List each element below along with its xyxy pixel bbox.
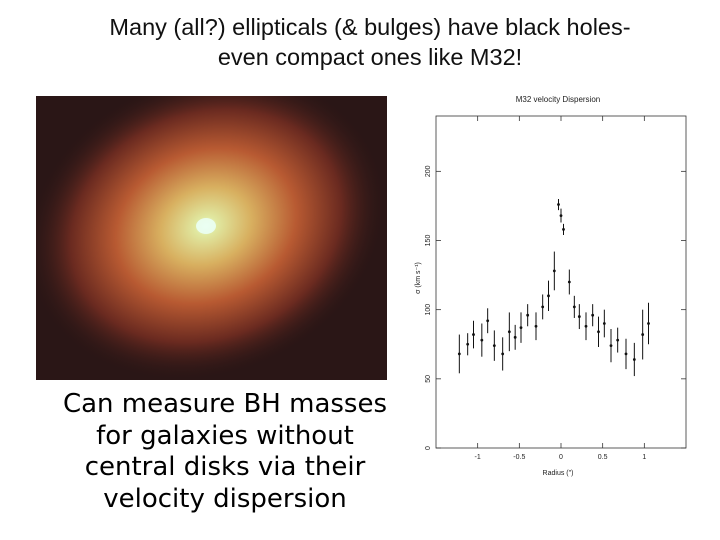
data-marker: [507, 330, 511, 334]
data-marker: [513, 335, 517, 339]
plot-frame: [435, 115, 687, 449]
data-point: [507, 312, 511, 352]
data-marker: [597, 330, 600, 334]
galaxy-svg: [36, 96, 387, 380]
data-point: [557, 199, 560, 211]
galaxy-image: [36, 96, 387, 380]
y-tick-label: 150: [425, 235, 432, 247]
data-point: [641, 309, 645, 360]
data-marker: [602, 322, 606, 325]
data-point: [526, 304, 530, 327]
x-axis-label: Radius ("): [543, 470, 574, 477]
slide-title: Many (all?) ellipticals (& bulges) have …: [40, 12, 700, 72]
caption-line: velocity dispersion: [103, 483, 347, 514]
data-marker: [562, 228, 565, 231]
data-point: [572, 295, 576, 318]
data-point: [492, 330, 496, 361]
data-marker: [501, 352, 505, 356]
data-marker: [572, 305, 576, 309]
data-point: [541, 294, 545, 320]
data-marker: [641, 333, 645, 336]
y-tick-label: 200: [425, 165, 432, 177]
data-point: [466, 333, 470, 356]
data-marker: [472, 333, 475, 336]
data-marker: [557, 203, 560, 206]
x-tick-label: 0: [559, 454, 563, 461]
data-marker: [577, 315, 581, 318]
velocity-dispersion-plot: M32 velocity Dispersion Radius (") σ (km…: [406, 88, 696, 488]
data-marker: [534, 324, 538, 328]
data-point: [457, 334, 461, 374]
data-marker: [480, 338, 484, 342]
y-tick-label: 0: [425, 446, 432, 450]
data-marker: [647, 322, 650, 325]
data-point: [609, 329, 613, 363]
data-marker: [526, 313, 530, 317]
caption-line: Can measure BH masses: [62, 389, 388, 419]
data-point: [547, 280, 550, 312]
data-point: [534, 312, 538, 341]
title-line-1: Many (all?) ellipticals (& bulges) have …: [109, 14, 631, 40]
data-marker: [492, 344, 496, 348]
data-marks: [457, 199, 650, 377]
data-point: [616, 327, 620, 353]
caption-line: central disks via their: [84, 452, 366, 482]
data-point: [602, 309, 606, 338]
data-marker: [591, 313, 595, 317]
data-point: [559, 208, 563, 223]
x-tick-label: -0.5: [513, 454, 525, 461]
data-point: [624, 338, 628, 370]
data-point: [562, 223, 565, 235]
plot-border: [435, 115, 687, 449]
data-marker: [624, 352, 628, 356]
data-point: [591, 304, 595, 327]
data-point: [647, 302, 650, 345]
data-point: [472, 320, 475, 349]
axis-ticks: -1 -0.5 0 0.5 1 0 50 100 150 200: [425, 116, 686, 461]
caption-line: for galaxies without: [96, 420, 354, 451]
data-point: [567, 269, 571, 295]
data-point: [584, 312, 588, 341]
data-marker: [616, 338, 620, 342]
x-tick-label: 1: [642, 454, 646, 461]
title-line-2: even compact ones like M32!: [217, 44, 523, 70]
data-marker: [457, 352, 461, 356]
data-marker: [552, 269, 556, 273]
data-point: [552, 251, 556, 291]
data-point: [597, 316, 600, 348]
data-point: [480, 323, 484, 357]
data-point: [632, 342, 636, 377]
caption: Can measure BH masses for galaxies witho…: [60, 389, 390, 515]
data-marker: [541, 305, 545, 309]
x-tick-label: -1: [475, 454, 481, 461]
data-marker: [466, 342, 470, 346]
data-point: [577, 304, 581, 330]
data-point: [513, 324, 517, 350]
x-tick-label: 0.5: [598, 454, 608, 461]
data-marker: [584, 324, 588, 328]
data-marker: [632, 358, 636, 361]
data-point: [486, 308, 490, 334]
data-marker: [519, 326, 523, 330]
data-marker: [609, 344, 613, 348]
data-marker: [547, 294, 550, 298]
data-point: [501, 337, 505, 371]
y-tick-label: 50: [425, 375, 432, 383]
data-marker: [559, 214, 563, 217]
data-marker: [567, 280, 571, 284]
galaxy-nucleus: [196, 218, 216, 234]
data-marker: [486, 319, 490, 323]
y-axis-label: σ (km s⁻¹): [415, 262, 422, 294]
chart-title: M32 velocity Dispersion: [516, 95, 600, 104]
y-tick-label: 100: [425, 304, 432, 316]
chart-svg: M32 velocity Dispersion Radius (") σ (km…: [415, 95, 687, 477]
data-point: [519, 312, 523, 343]
